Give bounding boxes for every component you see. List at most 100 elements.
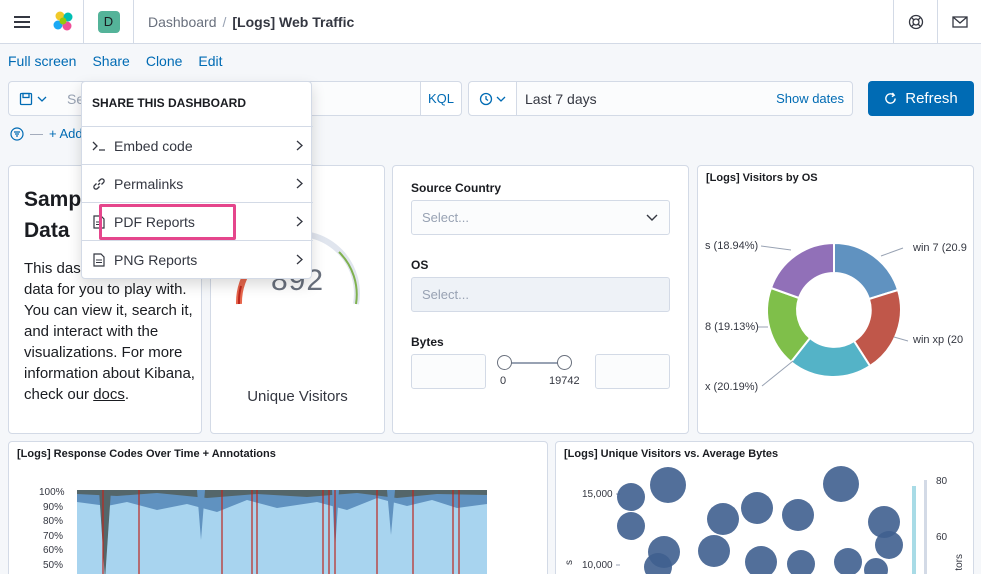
- bytes-max-handle[interactable]: [557, 355, 572, 370]
- gauge-label: Unique Visitors: [247, 388, 348, 405]
- right-tick: 80: [936, 476, 948, 487]
- menu-toggle-button[interactable]: [0, 0, 44, 44]
- slice-ios: [769, 241, 835, 300]
- bytes-max-label: 19742: [549, 375, 580, 387]
- code-icon: [84, 140, 114, 152]
- add-filter-button[interactable]: + Add: [49, 126, 83, 141]
- show-dates-link[interactable]: Show dates: [776, 91, 844, 106]
- source-country-placeholder: Select...: [422, 210, 469, 225]
- right-tick: 60: [936, 532, 948, 543]
- os-label-win7: win 7 (20.9: [913, 242, 967, 254]
- hamburger-icon: [14, 20, 30, 23]
- y-tick: 15,000: [582, 489, 613, 500]
- os-donut-chart: [758, 241, 909, 387]
- panel-title: [Logs] Visitors by OS: [706, 172, 818, 184]
- os-label-ios: s (18.94%): [705, 240, 759, 252]
- share-popover-title: SHARE THIS DASHBOARD: [92, 96, 247, 110]
- bytes-min-input[interactable]: [411, 354, 486, 389]
- breadcrumb-separator: /: [222, 13, 227, 30]
- scatter-chart: [616, 466, 927, 574]
- markdown-body: This das contains sample data for you to…: [24, 258, 199, 405]
- bytes-max-input[interactable]: [595, 354, 670, 389]
- chevron-right-icon: [285, 254, 313, 265]
- markdown-title: Samp Data: [24, 184, 84, 246]
- unique-visitors-vs-bytes-panel: [Logs] Unique Visitors vs. Average Bytes…: [555, 441, 974, 574]
- os-label-osx: x (20.19%): [705, 381, 759, 393]
- share-popover: SHARE THIS DASHBOARD Embed code Permalin…: [81, 81, 313, 279]
- full-screen-link[interactable]: Full screen: [8, 53, 77, 69]
- space-avatar: D: [97, 10, 120, 33]
- date-range-label[interactable]: Last 7 days: [525, 90, 597, 107]
- share-menu-label: Embed code: [114, 137, 193, 154]
- quick-select-button[interactable]: [469, 82, 517, 115]
- save-icon: [19, 92, 33, 105]
- share-link[interactable]: Share: [92, 53, 130, 69]
- os-label-win8: 8 (19.13%): [705, 321, 759, 333]
- kibana-logo[interactable]: [44, 0, 84, 44]
- link-icon: [84, 177, 114, 191]
- chevron-right-icon: [285, 216, 313, 227]
- y-tick: 10,000: [582, 560, 613, 571]
- newsfeed-button[interactable]: [937, 0, 981, 44]
- elastic-logo-icon: [53, 11, 72, 30]
- markdown-title-text: Samp Data: [24, 188, 82, 242]
- response-codes-panel: [Logs] Response Codes Over Time + Annota…: [8, 441, 548, 574]
- share-menu-embed-code[interactable]: Embed code: [82, 126, 313, 164]
- docs-link[interactable]: docs: [93, 386, 125, 403]
- y-tick: 90%: [43, 502, 64, 513]
- clock-icon: [479, 92, 493, 105]
- help-icon: [908, 14, 923, 30]
- input-controls-panel: Source Country Select... OS Select... By…: [392, 165, 689, 434]
- bytes-label: Bytes: [411, 335, 444, 349]
- response-area-chart: [77, 490, 487, 574]
- share-menu-permalinks[interactable]: Permalinks: [82, 164, 313, 202]
- help-button[interactable]: [893, 0, 937, 44]
- clone-link[interactable]: Clone: [145, 53, 183, 69]
- date-picker: Last 7 days Show dates: [468, 81, 853, 116]
- query-language-button[interactable]: KQL: [420, 81, 462, 116]
- share-menu-label: PDF Reports: [114, 213, 195, 230]
- chevron-right-icon: [285, 140, 313, 151]
- visitors-by-os-panel: [Logs] Visitors by OS s (18.94%) 8 (19.1…: [697, 165, 974, 434]
- refresh-label: Refresh: [905, 90, 958, 107]
- space-selector[interactable]: D: [84, 0, 134, 44]
- share-menu-png-reports[interactable]: PNG Reports: [82, 240, 313, 278]
- dashboard-top-nav: Full screen Share Clone Edit: [8, 53, 223, 69]
- y-tick: 60%: [43, 545, 64, 556]
- panel-title: [Logs] Unique Visitors vs. Average Bytes: [564, 448, 779, 460]
- y-tick: 50%: [43, 560, 64, 571]
- document-icon: [84, 252, 114, 267]
- refresh-icon: [885, 92, 897, 104]
- bytes-range-track[interactable]: [504, 362, 564, 364]
- os-placeholder: Select...: [422, 287, 469, 302]
- saved-query-button[interactable]: [8, 81, 58, 116]
- filter-icon[interactable]: [10, 126, 24, 141]
- chevron-down-icon: [37, 96, 47, 102]
- share-menu-label: Permalinks: [114, 175, 184, 192]
- breadcrumb: Dashboard / [Logs] Web Traffic: [148, 14, 354, 30]
- os-select[interactable]: Select...: [411, 277, 670, 312]
- os-label-winxp: win xp (20: [913, 334, 964, 346]
- filter-bar: — + Add: [10, 126, 83, 141]
- source-country-label: Source Country: [411, 181, 502, 195]
- edit-link[interactable]: Edit: [198, 53, 223, 69]
- bytes-min-handle[interactable]: [497, 355, 512, 370]
- slice-win7: [833, 241, 900, 301]
- bytes-min-label: 0: [500, 375, 507, 387]
- source-country-select[interactable]: Select...: [411, 200, 670, 235]
- os-label: OS: [411, 258, 429, 272]
- mail-icon: [951, 16, 968, 28]
- chevron-down-icon: [496, 96, 506, 102]
- pdf-reports-highlight: [99, 204, 236, 240]
- breadcrumb-dashboard[interactable]: Dashboard: [148, 13, 217, 30]
- chevron-down-icon: [646, 214, 658, 221]
- refresh-button[interactable]: Refresh: [868, 81, 974, 116]
- share-menu-label: PNG Reports: [114, 251, 198, 268]
- header-actions: [893, 0, 981, 44]
- y-tick: 80%: [43, 516, 64, 527]
- markdown-body-text: This das contains sample data for you to…: [24, 260, 195, 403]
- markdown-end: .: [124, 386, 130, 403]
- top-header: D Dashboard / [Logs] Web Traffic: [0, 0, 981, 44]
- breadcrumb-current: [Logs] Web Traffic: [232, 13, 355, 30]
- y-tick: 70%: [43, 531, 64, 542]
